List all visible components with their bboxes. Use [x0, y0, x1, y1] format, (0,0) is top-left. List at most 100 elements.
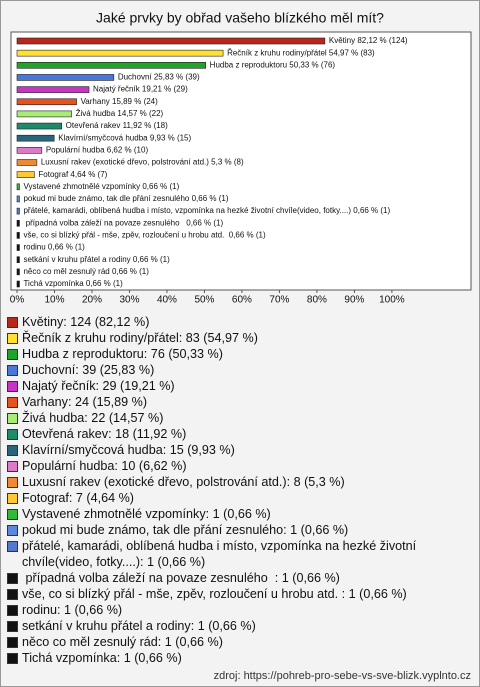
x-tick-label: 100% — [379, 295, 405, 306]
legend-swatch — [7, 397, 18, 408]
legend-item: Tichá vzpomínka: 1 (0,66 %) — [7, 650, 475, 666]
legend-swatch — [7, 509, 18, 520]
legend-item: Vystavené zhmotnělé vzpomínky: 1 (0,66 %… — [7, 506, 475, 522]
x-tick-label: 80% — [307, 295, 327, 306]
legend-item: Klavírní/smyčcová hudba: 15 (9,93 %) — [7, 442, 475, 458]
value-label: něco co měl zesnulý rád 0,66 % (1) — [23, 267, 149, 276]
legend-item: Fotograf: 7 (4,64 %) — [7, 490, 475, 506]
value-label: Živá hudba 14,57 % (22) — [76, 109, 164, 118]
value-label: přátelé, kamarádi, oblíbená hudba i míst… — [23, 206, 390, 215]
legend-item: Duchovní: 39 (25,83 %) — [7, 362, 475, 378]
value-label: Otevřená rakev 11,92 % (18) — [66, 121, 168, 130]
legend-label: Řečník z kruhu rodiny/přátel: 83 (54,97 … — [22, 331, 258, 345]
bar — [16, 74, 115, 81]
bar — [16, 134, 55, 142]
legend-swatch — [7, 429, 18, 440]
bar — [16, 110, 72, 118]
legend-swatch — [7, 477, 18, 488]
bar — [16, 195, 20, 203]
x-tick-label: 30% — [119, 295, 139, 306]
bar — [16, 98, 77, 106]
bar — [16, 147, 43, 154]
value-label: Klavírní/smyčcová hudba 9,93 % (15) — [58, 133, 191, 142]
value-label: setkání v kruhu přátel a rodiny 0,66 % (… — [23, 255, 170, 264]
value-label: Duchovní 25,83 % (39) — [118, 73, 200, 82]
legend-swatch — [7, 445, 18, 456]
legend-item: Otevřená rakev: 18 (11,92 %) — [7, 426, 475, 442]
legend-label: setkání v kruhu přátel a rodiny: 1 (0,66… — [22, 619, 256, 633]
legend-label: přátelé, kamarádi, oblíbená hudba i míst… — [22, 539, 420, 569]
legend-item: Najatý řečník: 29 (19,21 %) — [7, 378, 475, 394]
legend-swatch — [7, 621, 18, 632]
x-tick-label: 40% — [157, 295, 177, 306]
bar — [16, 183, 20, 191]
legend-swatch — [7, 637, 18, 648]
value-label: případná volba záleží na povaze zesnuléh… — [23, 218, 223, 227]
legend-item: přátelé, kamarádi, oblíbená hudba i míst… — [7, 538, 475, 570]
value-label: Varhany 15,89 % (24) — [81, 97, 159, 106]
value-label: Tichá vzpomínka 0,66 % (1) — [23, 279, 123, 288]
bar — [16, 268, 20, 276]
x-tick-label: 10% — [44, 295, 64, 306]
value-label: Květiny 82,12 % (124) — [329, 36, 408, 45]
bar — [16, 49, 224, 57]
x-tick-label: 90% — [344, 295, 364, 306]
legend-label: Klavírní/smyčcová hudba: 15 (9,93 %) — [22, 443, 235, 457]
bar — [16, 171, 35, 178]
legend-swatch — [7, 653, 18, 664]
legend-swatch — [7, 525, 18, 536]
chart-title: Jaké prvky by obřad vašeho blízkého měl … — [96, 10, 384, 26]
legend-label: Luxusní rakev (exotické dřevo, polstrová… — [22, 475, 345, 489]
value-label: Vystavené zhmotnělé vzpomínky 0,66 % (1) — [23, 182, 179, 191]
legend-item: Luxusní rakev (exotické dřevo, polstrová… — [7, 474, 475, 490]
x-tick-label: 50% — [194, 295, 214, 306]
bar — [16, 207, 20, 215]
legend-label: Varhany: 24 (15,89 %) — [22, 395, 148, 409]
legend-item: Živá hudba: 22 (14,57 %) — [7, 410, 475, 426]
legend-label: Otevřená rakev: 18 (11,92 %) — [22, 427, 187, 441]
x-tick-label: 60% — [232, 295, 252, 306]
legend-label: Tichá vzpomínka: 1 (0,66 %) — [22, 651, 182, 665]
x-tick-label: 70% — [269, 295, 289, 306]
legend-swatch — [7, 349, 18, 360]
legend-item: pokud mi bude známo, tak dle přání zesnu… — [7, 522, 475, 538]
legend-item: případná volba záleží na povaze zesnuléh… — [7, 570, 475, 586]
legend-swatch — [7, 573, 18, 584]
value-label: Populární hudba 6,62 % (10) — [46, 145, 149, 154]
value-label: Najatý řečník 19,21 % (29) — [93, 85, 188, 94]
legend-label: Vystavené zhmotnělé vzpomínky: 1 (0,66 %… — [22, 507, 271, 521]
legend-item: Varhany: 24 (15,89 %) — [7, 394, 475, 410]
legend-label: něco co měl zesnulý rád: 1 (0,66 %) — [22, 635, 223, 649]
bar — [16, 122, 62, 130]
legend-label: Najatý řečník: 29 (19,21 %) — [22, 379, 175, 393]
bar — [16, 219, 20, 227]
legend-item: vše, co si blízký přál - mše, zpěv, rozl… — [7, 586, 475, 602]
legend-swatch — [7, 605, 18, 616]
value-label: pokud mi bude známo, tak dle přání zesnu… — [23, 194, 228, 203]
bar — [16, 159, 38, 166]
bar — [16, 61, 206, 69]
legend-item: Řečník z kruhu rodiny/přátel: 83 (54,97 … — [7, 330, 475, 346]
legend-label: Populární hudba: 10 (6,62 %) — [22, 459, 187, 473]
legend: Květiny: 124 (82,12 %) Řečník z kruhu rod… — [7, 314, 475, 666]
legend-swatch — [7, 333, 18, 344]
bar — [16, 86, 90, 93]
chart: Jaké prvky by obřad vašeho blízkého měl … — [10, 10, 472, 306]
source: zdroj: https://pohreb-pro-sebe-vs-sve-bl… — [213, 670, 471, 682]
legend-item: Hudba z reproduktoru: 76 (50,33 %) — [7, 346, 475, 362]
value-label: Fotograf 4,64 % (7) — [38, 170, 107, 179]
legend-swatch — [7, 365, 18, 376]
legend-label: Duchovní: 39 (25,83 %) — [22, 363, 155, 377]
value-label: Hudba z reproduktoru 50,33 % (76) — [210, 60, 336, 69]
value-label: rodinu 0,66 % (1) — [23, 243, 85, 252]
legend-label: vše, co si blízký přál - mše, zpěv, rozl… — [22, 587, 407, 601]
legend-label: Živá hudba: 22 (14,57 %) — [22, 411, 164, 425]
bar — [16, 232, 20, 239]
legend-label: Fotograf: 7 (4,64 %) — [22, 491, 134, 505]
x-tick-label: 0% — [10, 295, 25, 306]
legend-item: rodinu: 1 (0,66 %) — [7, 602, 475, 618]
legend-swatch — [7, 381, 18, 392]
bar — [16, 280, 20, 288]
value-label: vše, co si blízký přál - mše, zpěv, rozl… — [23, 231, 266, 240]
